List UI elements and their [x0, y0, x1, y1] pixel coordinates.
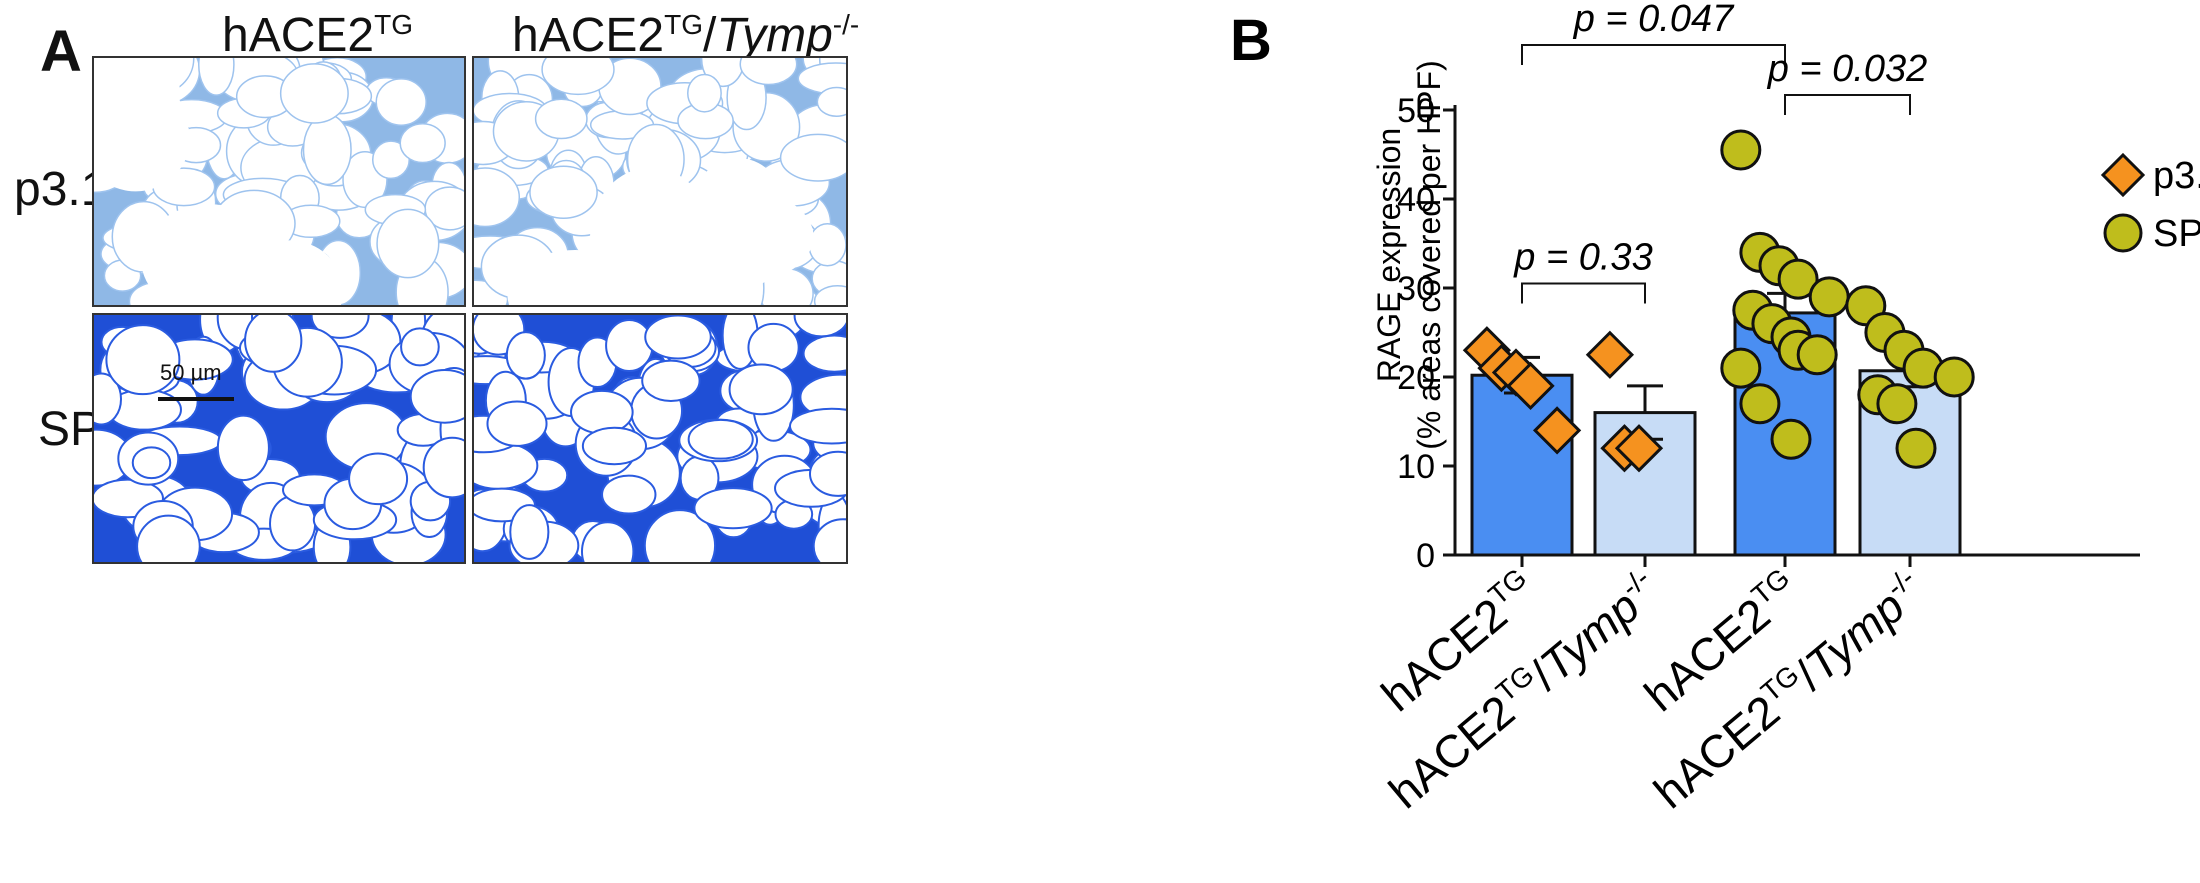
micrograph-control-sp — [92, 313, 466, 564]
panel-b-letter: B — [1230, 8, 1272, 73]
row-header-sp: SP — [38, 403, 103, 456]
y-tick-label: 20 — [1397, 359, 1435, 397]
significance-bracket — [1521, 44, 1786, 65]
data-point — [1720, 129, 1762, 171]
panel-a-letter: A — [40, 19, 82, 84]
y-axis-label-line2: (% areas covered per HPF) — [1411, 60, 1447, 449]
p-value-label: p = 0.33 — [1513, 237, 1652, 279]
legend-marker-diamond — [2100, 152, 2146, 198]
column-header-2: hACE2TG/Tymp-/- — [512, 8, 859, 63]
y-tick-label: 10 — [1397, 448, 1435, 486]
significance-bracket — [1521, 282, 1646, 304]
data-point — [1506, 361, 1555, 411]
column-header-2-gene-sup: -/- — [832, 9, 860, 40]
p-value-label: p = 0.047 — [1573, 0, 1735, 40]
data-point — [1808, 276, 1850, 318]
panel-a: A hACE2TG hACE2TG/Tymp-/- p3.1 SP 50 µm — [14, 8, 859, 564]
data-point — [1532, 406, 1582, 455]
data-point — [1739, 383, 1781, 425]
legend-label: SP — [2153, 213, 2200, 255]
scale-bar — [158, 397, 234, 401]
micrograph-tymp-sp — [472, 313, 848, 564]
data-point — [1720, 347, 1762, 389]
y-axis-label-line1: RAGE expression — [1371, 128, 1407, 382]
data-point — [1796, 334, 1838, 376]
rage-bar-chart: B RAGE expression (% areas covered per H… — [1230, 0, 2200, 818]
column-header-2-sup: TG — [664, 9, 703, 40]
data-point — [1614, 424, 1664, 473]
column-header-2-main: hACE2 — [512, 9, 665, 62]
legend-label: p3.1 — [2153, 155, 2200, 197]
data-point — [1585, 330, 1635, 379]
legend-marker-circle — [2103, 213, 2143, 253]
row-header-p31: p3.1 — [14, 163, 108, 216]
y-tick-label: 0 — [1416, 537, 1435, 575]
column-header-1-main: hACE2 — [222, 9, 375, 62]
y-tick-label: 40 — [1397, 181, 1435, 219]
y-axis-label: RAGE expression (% areas covered per HPF… — [1371, 60, 1447, 449]
column-header-2-gene: Tymp — [716, 9, 833, 62]
scale-bar-label: 50 µm — [160, 360, 222, 385]
column-header-2-slash: / — [702, 9, 717, 62]
micrograph-tymp-p31 — [472, 56, 848, 307]
y-tick-label: 30 — [1397, 270, 1435, 308]
legend: p3.1 SP — [2100, 152, 2200, 255]
p-value-label: p = 0.032 — [1767, 48, 1928, 90]
plot-area: 01020304050hACE2TGhACE2TG/Tymp-/-hACE2TG… — [1372, 0, 2140, 818]
data-point — [1933, 356, 1975, 398]
significance-bracket — [1784, 94, 1911, 115]
column-header-1-sup: TG — [374, 9, 413, 40]
data-point — [1770, 418, 1812, 460]
data-point — [1895, 427, 1937, 469]
column-header-1: hACE2TG — [222, 8, 413, 63]
micrograph-control-p31 — [92, 56, 466, 307]
y-tick-label: 50 — [1397, 92, 1435, 130]
data-point — [1876, 383, 1918, 425]
data-point — [1777, 258, 1819, 300]
bar — [1470, 373, 1574, 557]
